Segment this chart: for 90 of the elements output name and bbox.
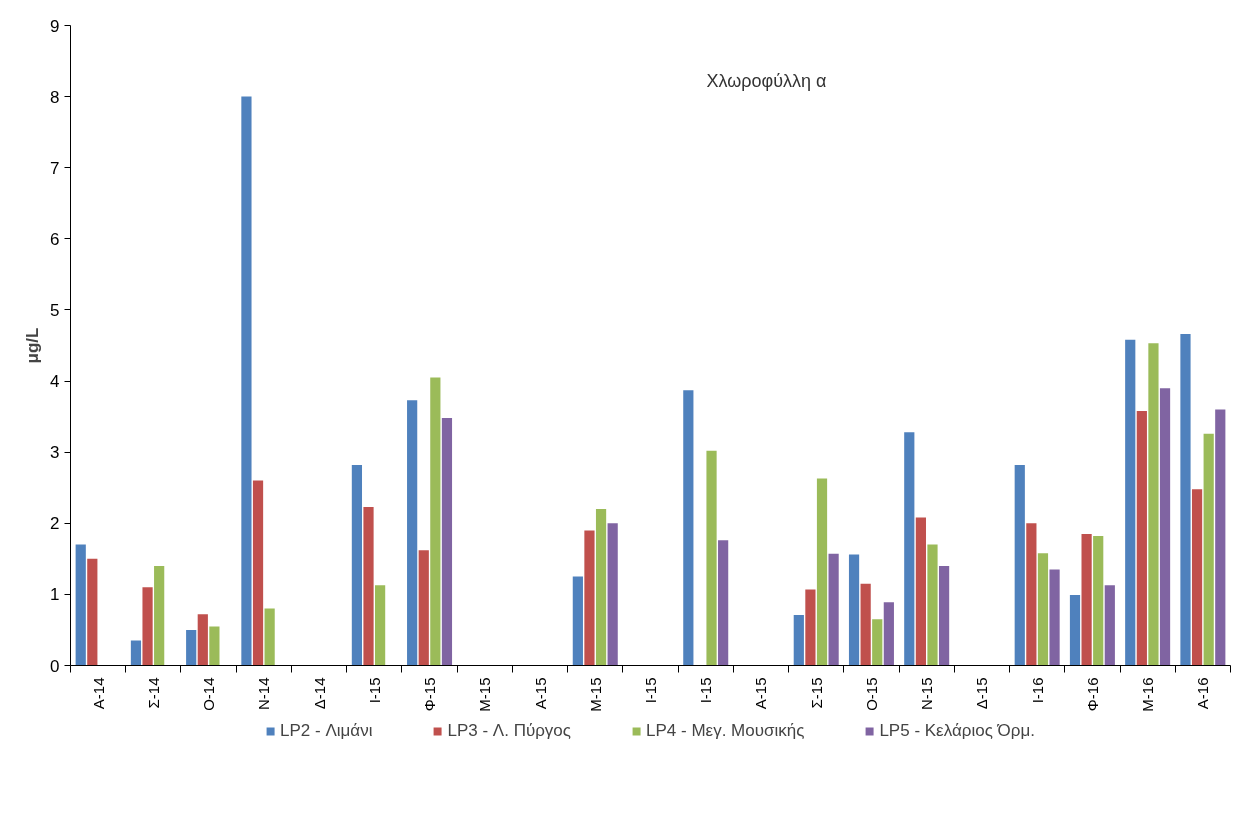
- bar: [860, 583, 871, 666]
- x-tick-label: Μ-16: [1139, 677, 1157, 712]
- bar: [706, 450, 717, 666]
- y-tick-label: 1: [50, 585, 60, 605]
- bar: [1081, 533, 1092, 666]
- bar: [584, 530, 595, 666]
- x-tick-label: Α-16: [1194, 677, 1212, 710]
- bar: [848, 554, 860, 666]
- bar: [572, 576, 583, 666]
- x-tick-label: Ο-14: [200, 677, 218, 711]
- y-tick-label: 5: [50, 300, 60, 320]
- y-tick-label: 7: [50, 158, 60, 178]
- bar: [1104, 585, 1115, 666]
- bar: [1203, 433, 1214, 666]
- bar: [1014, 464, 1025, 666]
- y-tick-label: 2: [50, 514, 60, 534]
- legend-label: LP2 - Λιμάνι: [280, 721, 373, 741]
- legend-label: LP3 - Λ. Πύργος: [447, 721, 572, 741]
- bar: [87, 558, 98, 666]
- bar: [1180, 334, 1191, 666]
- legend-label: LP4 - Μεγ. Μουσικής: [646, 721, 805, 741]
- bar: [828, 553, 839, 666]
- y-tick-label: 6: [50, 229, 60, 249]
- bar: [927, 544, 938, 666]
- bar: [197, 614, 208, 666]
- bar: [1148, 343, 1159, 666]
- x-tick-label: Α-14: [89, 677, 107, 710]
- bar: [375, 585, 386, 666]
- bar: [793, 615, 804, 666]
- bar: [1069, 595, 1081, 666]
- bar: [1026, 523, 1037, 666]
- bar: [904, 432, 915, 666]
- x-tick-label: Ι-15: [365, 677, 383, 704]
- x-tick-label: Σ-15: [807, 677, 825, 709]
- y-tick-label: 0: [50, 656, 60, 676]
- bar: [805, 589, 816, 666]
- x-tick-label: Ι-16: [1028, 677, 1046, 704]
- x-tick-label: Α-15: [752, 677, 770, 710]
- bar: [418, 550, 429, 666]
- bar: [1125, 339, 1136, 666]
- y-tick-label: 8: [50, 87, 60, 107]
- bar: [1159, 388, 1171, 666]
- bar: [683, 390, 694, 666]
- bar: [1215, 409, 1226, 666]
- bar: [1093, 536, 1104, 666]
- legend-label: LP5 - Κελάριος Όρμ.: [879, 721, 1035, 741]
- bar: [595, 509, 607, 666]
- bar: [186, 629, 197, 666]
- y-tick-label: 9: [50, 16, 60, 36]
- bar: [718, 540, 729, 666]
- y-axis-title: μg/L: [23, 327, 43, 364]
- bar: [130, 640, 142, 666]
- bar: [407, 400, 418, 666]
- bar: [872, 619, 883, 666]
- x-tick-label: Δ-15: [973, 677, 991, 710]
- bar: [1136, 410, 1147, 666]
- bar: [252, 480, 264, 666]
- bar: [241, 96, 252, 666]
- bar: [363, 506, 374, 666]
- x-tick-label: Ι-15: [642, 677, 659, 704]
- x-tick-label: Δ-14: [310, 677, 328, 710]
- bar: [154, 565, 165, 666]
- bar: [351, 464, 363, 666]
- bar: [142, 587, 153, 666]
- x-tick-label: Α-15: [531, 677, 549, 710]
- x-tick-label: Φ-15: [421, 677, 439, 712]
- bar: [430, 377, 441, 666]
- x-tick-label: Φ-16: [1083, 677, 1101, 712]
- bar: [441, 418, 453, 666]
- text: Χλωροφύλλη α: [706, 70, 827, 91]
- x-tick-label: Μ-15: [586, 677, 604, 712]
- y-tick-label: 3: [50, 443, 60, 463]
- y-tick-label: 4: [50, 372, 60, 392]
- x-tick-label: Ν-14: [255, 677, 273, 711]
- bar: [607, 523, 618, 666]
- bar: [1049, 569, 1060, 666]
- x-tick-label: Ο-15: [862, 677, 880, 711]
- x-tick-label: Μ-15: [476, 677, 494, 712]
- bar: [938, 565, 950, 666]
- bar: [915, 517, 926, 666]
- bar: [1037, 553, 1049, 666]
- x-tick-label: Ι-15: [697, 677, 715, 704]
- bar: [1191, 489, 1203, 666]
- bar: [264, 608, 275, 666]
- x-tick-label: Ν-15: [918, 677, 936, 711]
- bar: [75, 544, 86, 666]
- bar: [883, 602, 894, 666]
- x-tick-label: Σ-14: [144, 677, 162, 709]
- bar: [209, 626, 220, 666]
- bar: [816, 478, 828, 666]
